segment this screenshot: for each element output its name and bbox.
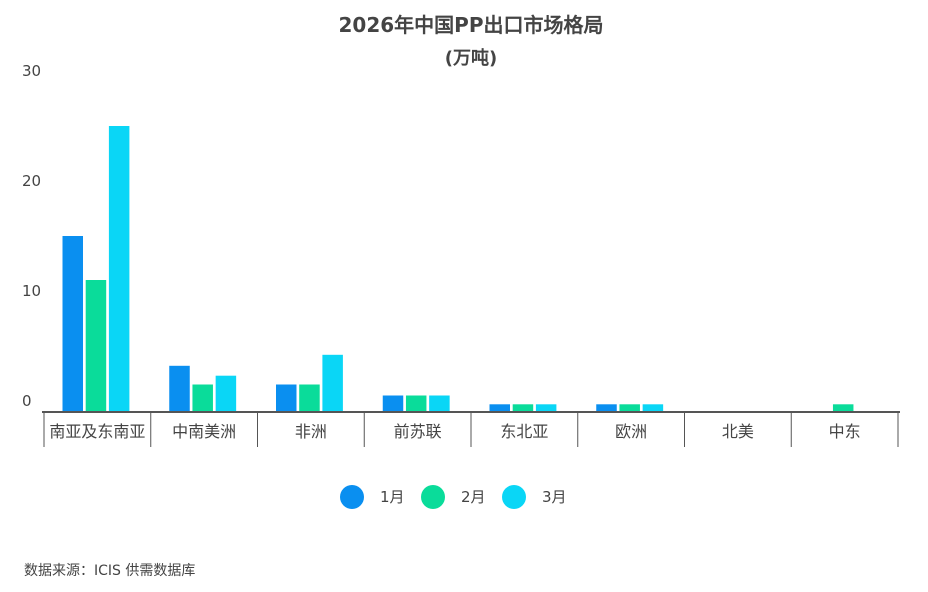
y-tick-label: 30 (22, 62, 41, 80)
x-tick-label: 前苏联 (394, 422, 442, 441)
y-tick-label: 0 (22, 392, 32, 410)
bar-1-1 (62, 236, 83, 412)
bar-1-6 (596, 404, 617, 412)
x-tick-label: 中南美洲 (172, 422, 236, 441)
bar-2-2 (192, 384, 213, 412)
x-axis: 南亚及东南亚 中南美洲 非洲 前苏联 东北亚 欧洲 北美 中东 (42, 411, 900, 447)
x-tick-label: 中东 (829, 422, 861, 441)
legend-marker[interactable] (340, 485, 364, 509)
bar-2-1 (85, 280, 107, 412)
bar-3-3 (322, 354, 343, 412)
y-axis-ticks: 0 10 20 30 (22, 62, 41, 410)
bar-1-2 (169, 365, 190, 412)
legend-marker[interactable] (421, 485, 445, 509)
bar-2-6 (619, 404, 640, 412)
bar-2-4 (405, 395, 427, 412)
bar-2-8 (832, 404, 854, 412)
bar-3-6 (642, 404, 664, 412)
bar-3-2 (215, 375, 237, 412)
legend-marker[interactable] (502, 485, 526, 509)
chart-title: 2026年中国PP出口市场格局 (339, 13, 604, 37)
x-tick-label: 非洲 (295, 422, 327, 441)
legend-label[interactable]: 3月 (542, 488, 567, 506)
x-tick-label: 北美 (722, 422, 754, 441)
source-note: 数据来源：ICIS 供需数据库 (24, 563, 196, 579)
bar-2-5 (512, 404, 534, 412)
bar-3-5 (535, 404, 557, 412)
x-tick-label: 南亚及东南亚 (49, 422, 145, 441)
bar-1-5 (489, 404, 510, 412)
y-tick-label: 20 (22, 172, 41, 190)
legend-label[interactable]: 2月 (461, 488, 486, 506)
bar-2-3 (299, 384, 320, 412)
bar-1-3 (276, 384, 297, 412)
y-tick-label: 10 (22, 282, 41, 300)
x-tick-label: 东北亚 (500, 422, 548, 441)
x-tick-label: 欧洲 (615, 422, 647, 441)
bar-1-4 (382, 395, 404, 412)
bar-3-1 (108, 126, 130, 412)
legend-label[interactable]: 1月 (380, 488, 405, 506)
legend: 1月 2月 3月 (340, 485, 567, 509)
bars-group (62, 126, 854, 412)
chart-subtitle: (万吨) (445, 47, 497, 69)
bar-3-4 (429, 395, 450, 412)
